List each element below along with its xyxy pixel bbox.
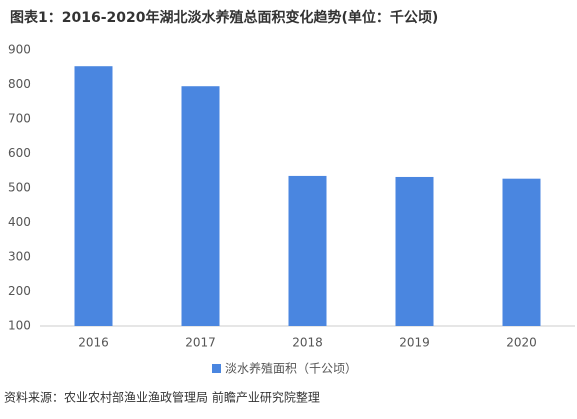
legend-label: 淡水养殖面积（千公顷） (225, 361, 357, 376)
x-tick-label: 2019 (399, 336, 430, 350)
y-tick-label: 700 (8, 112, 31, 126)
source-note: 资料来源：农业农村部渔业渔政管理局 前瞻产业研究院整理 (4, 390, 320, 405)
y-tick-label: 300 (8, 250, 31, 264)
bar (502, 178, 541, 326)
bar (395, 176, 434, 326)
legend-swatch (212, 364, 221, 373)
x-tick-label: 2020 (506, 336, 537, 350)
bar (74, 66, 113, 326)
bar (288, 175, 327, 326)
y-tick-label: 400 (8, 215, 31, 229)
chart-title: 图表1：2016-2020年湖北淡水养殖总面积变化趋势(单位：千公顷) (10, 9, 438, 26)
x-tick-label: 2018 (292, 336, 323, 350)
y-tick-label: 500 (8, 181, 31, 195)
y-tick-label: 900 (8, 43, 31, 57)
bar (181, 86, 220, 326)
x-tick-label: 2016 (78, 336, 109, 350)
y-tick-label: 600 (8, 146, 31, 160)
x-tick-label: 2017 (185, 336, 216, 350)
y-tick-label: 100 (8, 319, 31, 333)
y-tick-label: 200 (8, 284, 31, 298)
y-tick-label: 800 (8, 77, 31, 91)
